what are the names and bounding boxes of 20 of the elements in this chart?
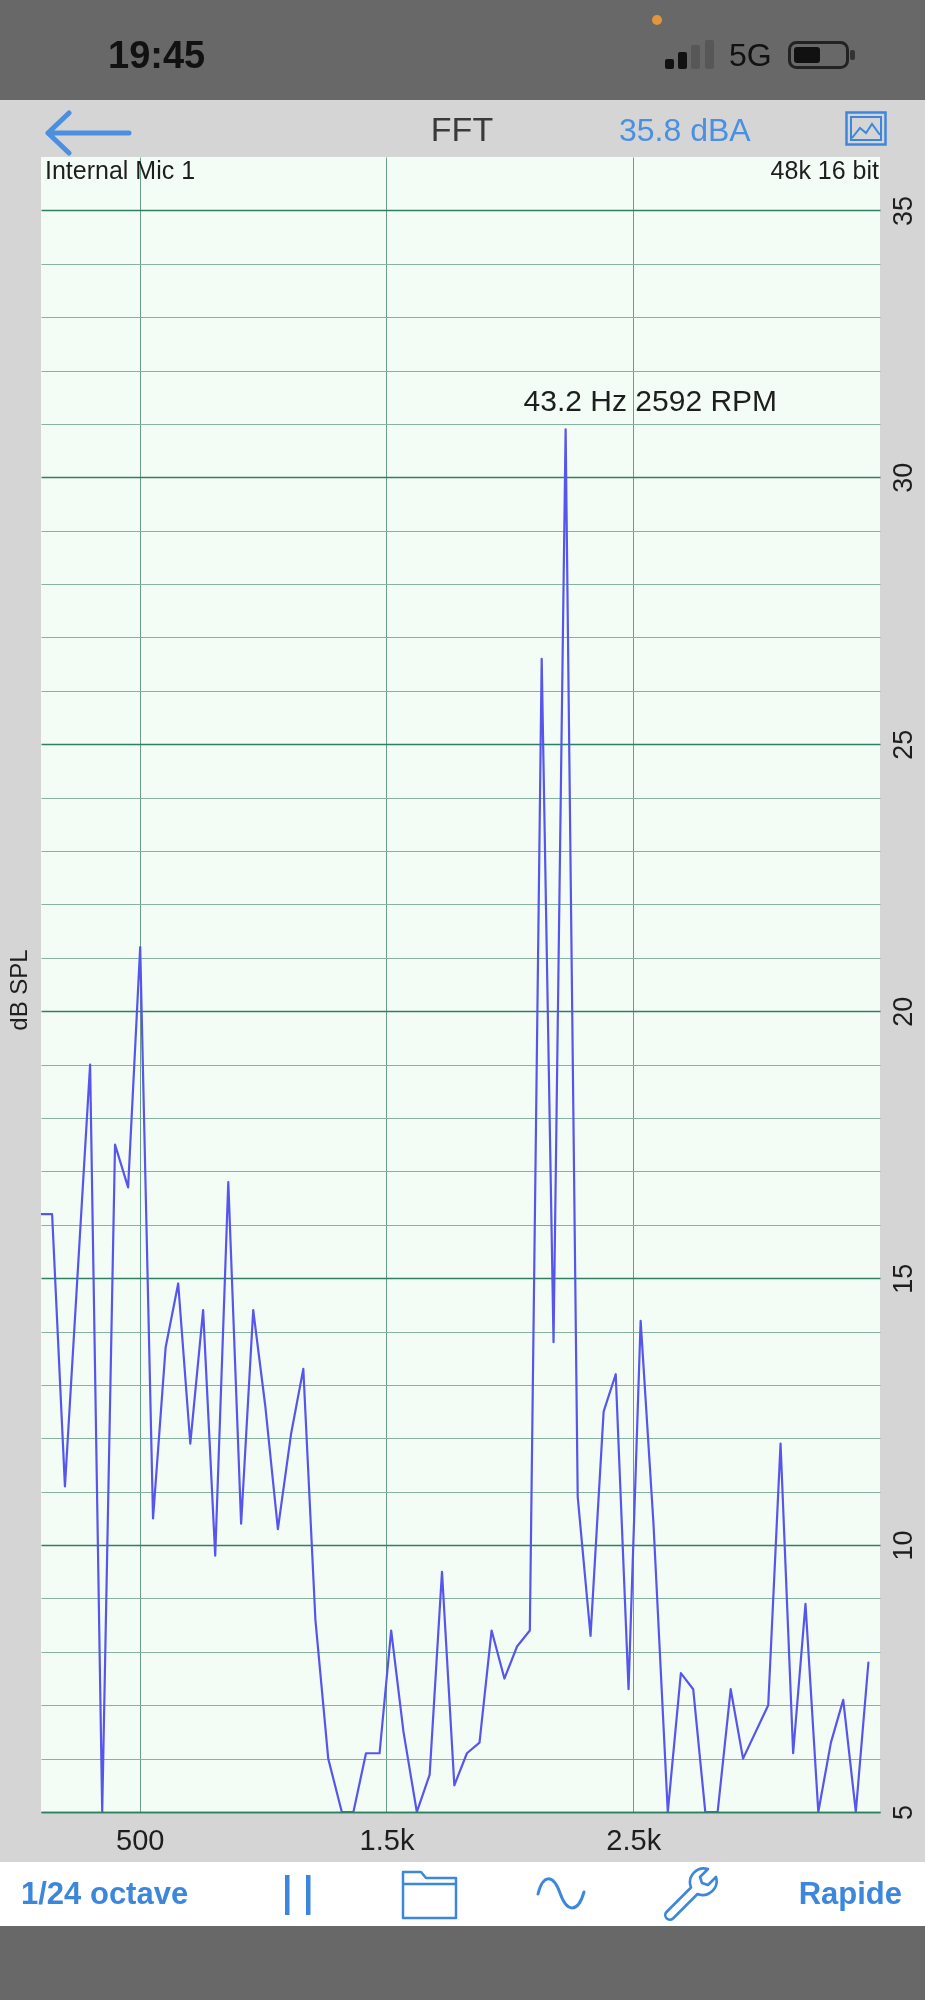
y-tick-label: 15 xyxy=(887,1263,918,1294)
annotation: 48k 16 bit xyxy=(770,156,880,184)
text: Rapide xyxy=(798,1876,902,1912)
text: 5G xyxy=(729,36,772,74)
text: 1/24 octave xyxy=(21,1876,189,1912)
annotation: 43.2 Hz 2592 RPM xyxy=(523,384,778,418)
y-axis-title: dB SPL xyxy=(5,949,33,1031)
line-series xyxy=(41,428,870,1812)
y-tick-label: 30 xyxy=(887,462,918,493)
x-tick-label: 1.5k xyxy=(359,1823,415,1856)
chart-title: FFT xyxy=(430,109,494,150)
x-tick-label: 2.5k xyxy=(606,1823,662,1856)
text: 19:45 xyxy=(108,33,206,77)
y-tick-label: 20 xyxy=(887,996,918,1027)
y-tick-label: 35 xyxy=(887,195,918,226)
x-tick-label: 500 xyxy=(116,1823,165,1856)
chart-subtitle: 35.8 dBA xyxy=(619,111,751,149)
y-tick-label: 25 xyxy=(887,729,918,760)
y-tick-label: 5 xyxy=(887,1804,918,1821)
y-tick-label: 10 xyxy=(887,1530,918,1561)
